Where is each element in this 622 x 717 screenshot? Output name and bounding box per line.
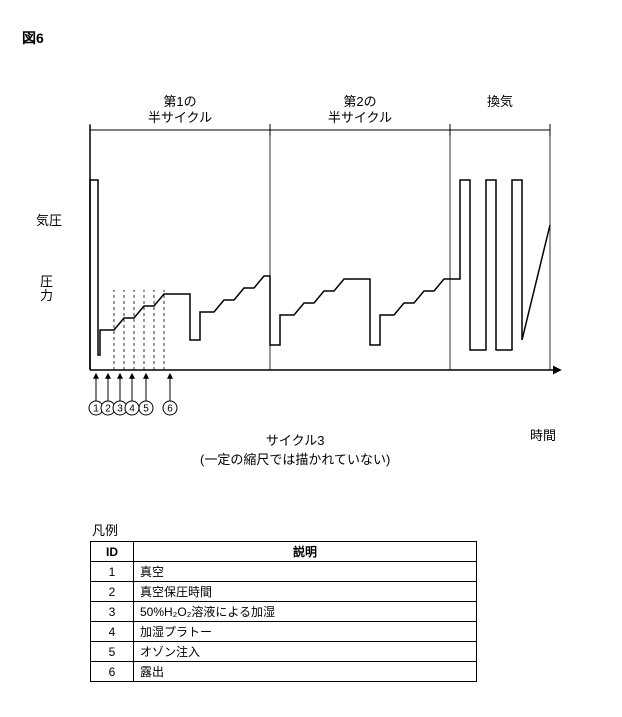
- waveform: [90, 180, 550, 370]
- marker-id: 2: [105, 404, 111, 415]
- legend-header-desc: 説明: [134, 542, 477, 562]
- legend-row: 1真空: [91, 562, 477, 582]
- marker-id: 3: [117, 404, 123, 415]
- legend-row-desc: 加湿プラトー: [134, 622, 477, 642]
- pressure-cycle-chart: 第1の半サイクル第2の半サイクル換気123456: [80, 80, 570, 460]
- y-axis-label-upper: 気圧: [36, 210, 62, 229]
- legend-row-id: 2: [91, 582, 134, 602]
- marker-id: 1: [93, 404, 99, 415]
- phase-label: 半サイクル: [148, 110, 212, 125]
- marker-id: 4: [129, 404, 135, 415]
- legend-row-id: 5: [91, 642, 134, 662]
- legend-title: 凡例: [90, 520, 477, 539]
- legend-row: 350%H₂O₂溶液による加湿: [91, 602, 477, 622]
- legend-table: ID 説明 1真空2真空保圧時間350%H₂O₂溶液による加湿4加湿プラトー5オ…: [90, 541, 477, 682]
- legend-row-id: 4: [91, 622, 134, 642]
- legend-row: 6露出: [91, 662, 477, 682]
- phase-label: 第2の: [343, 94, 376, 109]
- legend-row: 4加湿プラトー: [91, 622, 477, 642]
- phase-label: 半サイクル: [328, 110, 392, 125]
- marker-id: 6: [167, 404, 173, 415]
- legend-row-desc: 50%H₂O₂溶液による加湿: [134, 602, 477, 622]
- marker-id: 5: [143, 404, 149, 415]
- phase-label: 換気: [487, 94, 513, 109]
- figure-title: 図6: [22, 28, 44, 48]
- legend-row-id: 3: [91, 602, 134, 622]
- legend-row: 5オゾン注入: [91, 642, 477, 662]
- y-axis-label-lower: 圧力: [40, 275, 53, 304]
- legend-row-id: 1: [91, 562, 134, 582]
- legend-header-id: ID: [91, 542, 134, 562]
- legend-row-desc: 真空: [134, 562, 477, 582]
- legend-row-desc: オゾン注入: [134, 642, 477, 662]
- legend-row: 2真空保圧時間: [91, 582, 477, 602]
- legend-row-desc: 露出: [134, 662, 477, 682]
- phase-label: 第1の: [163, 94, 196, 109]
- legend: 凡例 ID 説明 1真空2真空保圧時間350%H₂O₂溶液による加湿4加湿プラト…: [90, 520, 477, 682]
- legend-row-id: 6: [91, 662, 134, 682]
- legend-row-desc: 真空保圧時間: [134, 582, 477, 602]
